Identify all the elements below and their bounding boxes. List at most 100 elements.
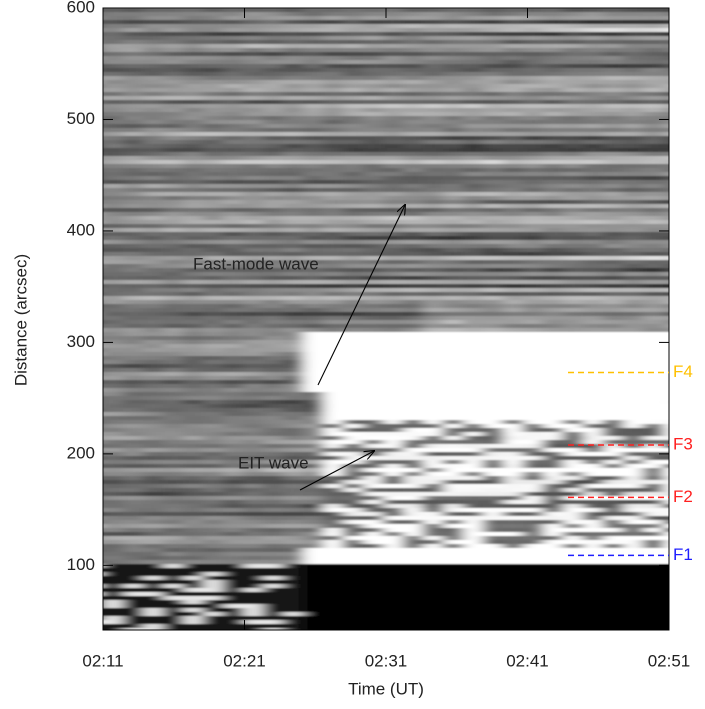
texture-cell xyxy=(403,536,424,541)
texture-cell xyxy=(163,264,184,269)
texture-cell xyxy=(603,336,624,341)
texture-cell xyxy=(243,208,264,213)
texture-cell xyxy=(323,152,344,157)
texture-cell xyxy=(503,568,524,573)
texture-cell xyxy=(203,376,224,381)
texture-cell xyxy=(303,312,324,317)
texture-cell xyxy=(483,60,504,65)
texture-cell xyxy=(123,392,144,397)
texture-cell xyxy=(543,396,564,401)
texture-cell xyxy=(583,8,604,13)
texture-cell xyxy=(463,256,484,261)
texture-cell xyxy=(283,348,304,353)
texture-cell xyxy=(663,68,684,73)
texture-cell xyxy=(103,324,124,329)
texture-cell xyxy=(143,472,164,477)
texture-cell xyxy=(223,132,244,137)
texture-cell xyxy=(543,224,564,229)
texture-cell xyxy=(283,504,304,509)
texture-cell xyxy=(423,484,444,489)
texture-cell xyxy=(443,536,464,541)
texture-cell xyxy=(343,88,364,93)
texture-cell xyxy=(383,472,404,477)
texture-cell xyxy=(643,120,664,125)
texture-cell xyxy=(623,140,644,145)
texture-cell xyxy=(403,120,424,125)
texture-cell xyxy=(503,280,524,285)
texture-cell xyxy=(243,112,264,117)
texture-cell xyxy=(663,416,684,421)
texture-cell xyxy=(263,88,284,93)
texture-cell xyxy=(203,400,224,405)
texture-cell xyxy=(403,400,424,405)
texture-cell xyxy=(123,272,144,277)
texture-cell xyxy=(623,60,644,65)
texture-cell xyxy=(363,572,384,577)
texture-cell xyxy=(523,148,544,153)
texture-cell xyxy=(163,536,184,541)
texture-cell xyxy=(303,16,324,21)
texture-cell xyxy=(103,128,124,133)
texture-cell xyxy=(423,120,444,125)
texture-cell xyxy=(683,308,704,313)
texture-cell xyxy=(623,200,644,205)
texture-cell xyxy=(263,244,284,249)
texture-cell xyxy=(523,92,544,97)
texture-cell xyxy=(363,484,384,489)
texture-cell xyxy=(283,192,304,197)
texture-cell xyxy=(323,356,344,361)
texture-cell xyxy=(183,496,204,501)
texture-cell xyxy=(323,220,344,225)
texture-cell xyxy=(503,500,524,505)
texture-cell xyxy=(263,296,284,301)
texture-cell xyxy=(383,324,404,329)
texture-cell xyxy=(463,384,484,389)
texture-cell xyxy=(523,552,544,557)
texture-cell xyxy=(623,196,644,201)
annotation: Fast-mode wave xyxy=(193,254,319,273)
texture-cell xyxy=(283,20,304,25)
texture-cell xyxy=(643,440,664,445)
texture-cell xyxy=(83,204,104,209)
texture-cell xyxy=(203,288,224,293)
texture-cell xyxy=(463,164,484,169)
texture-cell xyxy=(163,188,184,193)
texture-cell xyxy=(523,516,544,521)
texture-cell xyxy=(603,300,624,305)
texture-cell xyxy=(603,316,624,321)
texture-cell xyxy=(383,468,404,473)
texture-cell xyxy=(403,100,424,105)
texture-cell xyxy=(663,508,684,513)
texture-cell xyxy=(83,128,104,133)
texture-cell xyxy=(683,52,704,57)
texture-cell xyxy=(183,160,204,165)
texture-cell xyxy=(403,232,424,237)
texture-cell xyxy=(283,104,304,109)
texture-cell xyxy=(143,328,164,333)
texture-cell xyxy=(663,288,684,293)
texture-cell xyxy=(443,196,464,201)
texture-cell xyxy=(583,116,604,121)
texture-cell xyxy=(443,388,464,393)
texture-cell xyxy=(483,368,504,373)
texture-cell xyxy=(123,496,144,501)
texture-cell xyxy=(583,172,604,177)
texture-cell xyxy=(563,72,584,77)
texture-cell xyxy=(483,44,504,49)
texture-cell xyxy=(643,396,664,401)
texture-cell xyxy=(343,616,364,621)
texture-cell xyxy=(603,340,624,345)
texture-cell xyxy=(383,484,404,489)
texture-cell xyxy=(183,336,204,341)
texture-cell xyxy=(363,420,384,425)
texture-cell xyxy=(323,212,344,217)
texture-cell xyxy=(163,508,184,513)
texture-cell xyxy=(663,596,684,601)
texture-cell xyxy=(483,184,504,189)
texture-cell xyxy=(523,20,544,25)
texture-cell xyxy=(343,96,364,101)
texture-cell xyxy=(483,568,504,573)
texture-cell xyxy=(583,624,604,629)
texture-cell xyxy=(103,168,124,173)
texture-cell xyxy=(243,96,264,101)
